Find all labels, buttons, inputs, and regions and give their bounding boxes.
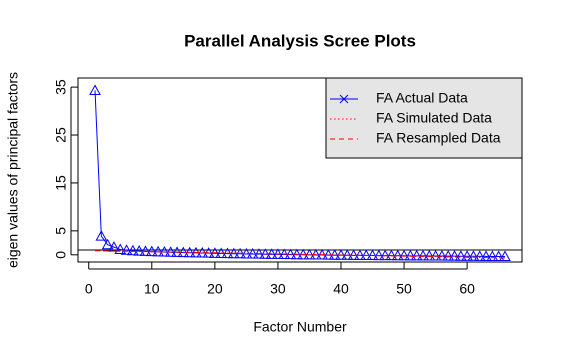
legend-label: FA Actual Data: [376, 90, 468, 106]
data-point: [139, 245, 152, 256]
data-point: [145, 245, 158, 257]
x-axis-label: Factor Number: [253, 319, 347, 335]
data-point: [467, 250, 480, 261]
data-point: [372, 249, 385, 261]
data-point: [442, 250, 455, 261]
data-point: [127, 244, 139, 256]
data-point: [398, 249, 410, 261]
data-point: [436, 250, 448, 261]
data-point: [95, 230, 108, 241]
x-tick-label: 10: [144, 281, 160, 297]
x-tick-label: 60: [459, 281, 475, 297]
legend-box: [325, 77, 523, 159]
legend-label: FA Resampled Data: [376, 130, 501, 146]
data-point: [429, 249, 442, 261]
x-tick-label: 50: [396, 281, 412, 297]
data-point: [492, 250, 505, 261]
y-tick-label: 15: [53, 175, 69, 191]
data-point: [89, 84, 101, 95]
data-point: [423, 249, 436, 261]
y-axis-label: eigen values of principal factors: [5, 72, 21, 268]
data-point: [114, 243, 127, 255]
series-line: [95, 250, 505, 259]
x-tick-label: 20: [207, 281, 223, 297]
data-point: [473, 250, 486, 261]
data-point: [366, 249, 379, 261]
data-point: [448, 250, 461, 261]
y-tick-label: 0: [53, 251, 69, 259]
x-tick-label: 30: [270, 281, 286, 297]
chart-title: Parallel Analysis Scree Plots: [184, 31, 416, 50]
data-point: [391, 249, 404, 261]
data-point: [486, 250, 499, 261]
legend-label: FA Simulated Data: [376, 110, 492, 126]
data-point: [410, 249, 423, 261]
y-tick-label: 35: [53, 79, 69, 95]
data-point: [461, 250, 473, 261]
plot-frame: [77, 77, 523, 263]
y-tick-label: 25: [53, 127, 69, 143]
data-point: [385, 249, 398, 261]
y-tick-label: 5: [53, 227, 69, 235]
data-point: [454, 250, 467, 261]
data-point: [120, 244, 133, 255]
data-point: [480, 250, 492, 261]
data-point: [404, 249, 417, 261]
legend-marker: [339, 94, 349, 104]
data-point: [133, 245, 146, 256]
data-point: [417, 249, 429, 261]
data-point: [379, 249, 391, 261]
x-tick-label: 0: [85, 281, 93, 297]
x-tick-label: 40: [333, 281, 349, 297]
legend: FA Actual Data FA Simulated Data FA Resamp…: [325, 77, 523, 159]
data-point: [101, 238, 114, 250]
data-point: [499, 250, 511, 262]
